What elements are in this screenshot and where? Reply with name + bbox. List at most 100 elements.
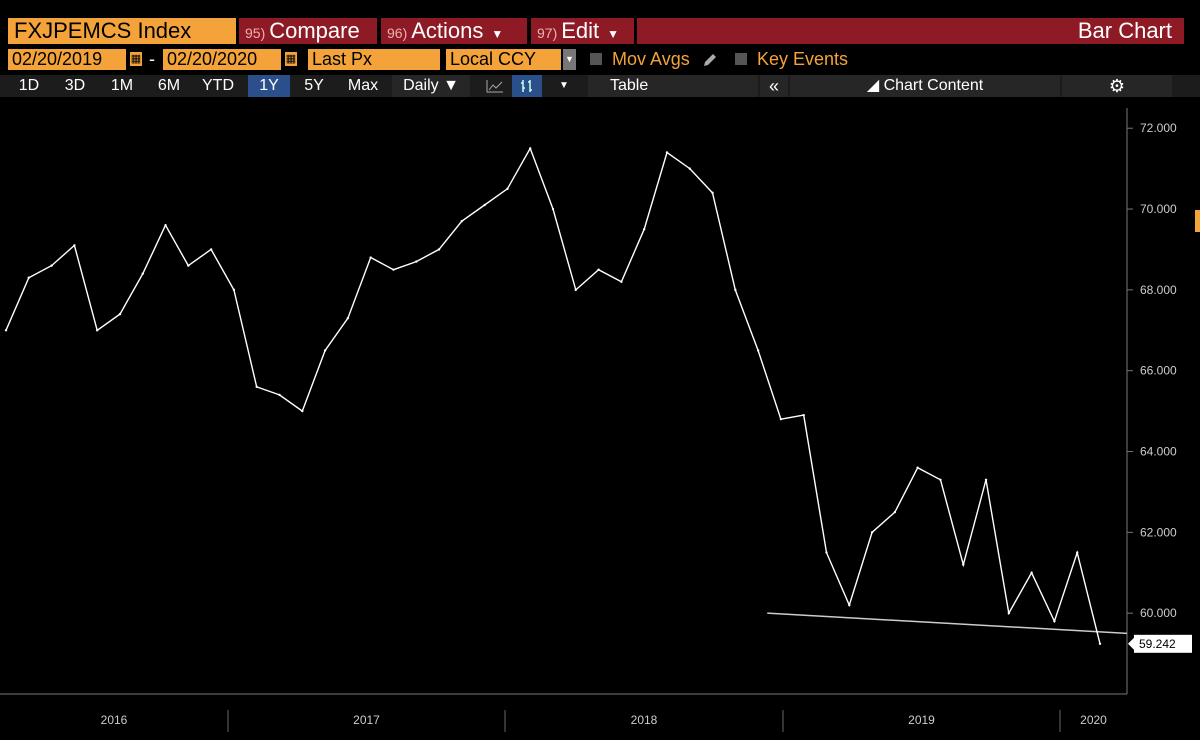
frequency-label: Daily <box>403 77 439 94</box>
data-point <box>1053 620 1056 623</box>
data-point <box>301 409 304 413</box>
price-chart[interactable]: 72.000 70.000 68.000 66.000 64.000 62.000 60.0… <box>0 100 1200 740</box>
data-point <box>893 510 897 514</box>
bar-chart-button[interactable] <box>512 75 542 97</box>
actions-button[interactable]: 96) Actions ▼ <box>381 18 527 44</box>
data-point <box>870 531 874 534</box>
end-date-input[interactable]: 02/20/2020 <box>163 49 281 70</box>
data-point <box>27 276 30 279</box>
bar-chart-icon <box>521 80 532 92</box>
data-point <box>232 288 236 292</box>
double-chevron-left-icon[interactable]: « <box>760 75 788 97</box>
date-separator: - <box>149 49 155 69</box>
actions-number: 96) <box>387 25 408 41</box>
mov-avgs-label: Mov Avgs <box>612 49 690 69</box>
chevron-down-icon: ▼ <box>443 77 459 94</box>
y-tick-label: 70.000 <box>1140 202 1177 216</box>
data-point <box>392 268 395 271</box>
data-point <box>939 478 942 482</box>
chevron-down-icon[interactable]: ▼ <box>563 49 576 70</box>
x-tick-label: 2016 <box>101 713 128 727</box>
data-point <box>323 349 327 352</box>
data-point <box>597 268 600 271</box>
x-tick-label: 2017 <box>353 713 380 727</box>
y-tick-label: 60.000 <box>1140 606 1177 620</box>
edit-number: 97) <box>537 25 558 41</box>
pencil-icon[interactable] <box>702 52 718 68</box>
data-point <box>73 244 76 247</box>
data-point <box>711 191 714 195</box>
line-chart-icon <box>486 80 503 93</box>
data-point <box>369 256 372 259</box>
data-point <box>141 272 144 275</box>
data-point <box>187 264 190 267</box>
chevron-down-icon: ▼ <box>491 27 504 41</box>
data-point <box>1030 571 1033 574</box>
data-point <box>825 551 828 554</box>
chart-content-button[interactable]: ◢ Chart Content <box>790 75 1060 97</box>
x-tick-label: 2019 <box>908 713 935 727</box>
compare-button[interactable]: 95) Compare <box>239 18 377 44</box>
compare-number: 95) <box>245 25 266 41</box>
y-tick-label: 68.000 <box>1140 283 1177 297</box>
data-point <box>437 248 441 251</box>
y-tick-label: 72.000 <box>1140 121 1177 135</box>
chevron-down-icon: ▼ <box>559 80 569 91</box>
data-point <box>802 413 805 417</box>
data-point <box>95 329 99 332</box>
frequency-select[interactable]: Daily ▼ <box>392 75 470 97</box>
chart-content-icon: ◢ <box>866 77 880 94</box>
data-point <box>848 603 851 607</box>
mov-avgs-checkbox[interactable] <box>590 53 602 65</box>
range-ytd[interactable]: YTD <box>202 77 234 94</box>
data-point <box>278 393 281 397</box>
data-point <box>734 288 737 292</box>
chart-type-title: Bar Chart <box>637 18 1184 44</box>
range-3d[interactable]: 3D <box>64 77 86 94</box>
data-point <box>506 187 509 191</box>
range-1y[interactable]: 1Y <box>248 75 290 97</box>
chart-content-label: Chart Content <box>883 77 984 94</box>
scroll-handle[interactable] <box>1195 210 1200 232</box>
field-select[interactable]: Last Px <box>308 49 440 70</box>
currency-select[interactable]: Local CCY <box>446 49 561 70</box>
data-point <box>962 563 965 566</box>
data-point <box>164 224 167 227</box>
range-max[interactable]: Max <box>347 77 379 94</box>
data-point <box>984 478 988 482</box>
y-tick-label: 64.000 <box>1140 445 1177 459</box>
data-point <box>1076 551 1079 554</box>
data-point <box>50 264 53 267</box>
edit-button[interactable]: 97) Edit ▼ <box>531 18 634 44</box>
data-point <box>118 312 122 316</box>
calendar-icon[interactable]: ▦ <box>130 52 142 66</box>
data-point <box>255 385 258 389</box>
key-events-checkbox[interactable] <box>735 53 747 65</box>
range-1m[interactable]: 1M <box>110 77 134 94</box>
data-point <box>209 248 213 251</box>
x-tick-label: 2020 <box>1080 713 1107 727</box>
range-6m[interactable]: 6M <box>157 77 181 94</box>
price-series-line <box>5 146 1101 644</box>
data-point <box>756 349 760 352</box>
range-5y[interactable]: 5Y <box>304 77 324 94</box>
data-point <box>4 329 8 332</box>
start-date-input[interactable]: 02/20/2019 <box>8 49 126 70</box>
chart-style-dropdown[interactable]: ▼ <box>544 75 584 97</box>
data-point <box>460 219 464 223</box>
data-point <box>688 167 691 170</box>
data-point <box>483 203 486 207</box>
edit-label: Edit <box>561 18 600 43</box>
calendar-icon[interactable]: ▦ <box>285 52 297 66</box>
data-point <box>574 288 577 292</box>
range-1d[interactable]: 1D <box>18 77 40 94</box>
key-events-label: Key Events <box>757 49 849 69</box>
y-tick-label: 66.000 <box>1140 364 1177 378</box>
ticker-input[interactable]: FXJPEMCS Index <box>8 18 236 44</box>
gear-icon[interactable]: ⚙ <box>1062 75 1172 97</box>
line-chart-button[interactable] <box>480 75 510 97</box>
data-point <box>551 207 555 211</box>
data-point <box>916 466 919 469</box>
compare-label: Compare <box>269 18 360 43</box>
table-button[interactable]: Table <box>588 75 758 97</box>
